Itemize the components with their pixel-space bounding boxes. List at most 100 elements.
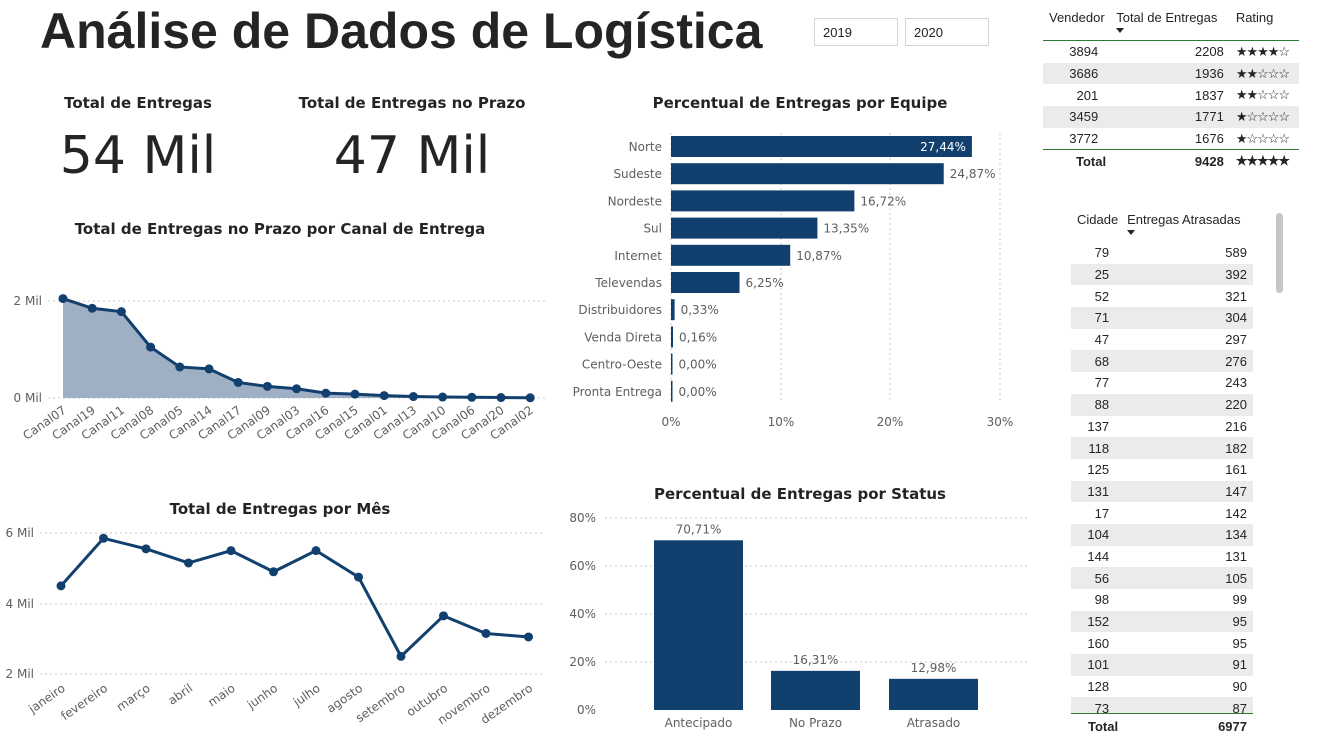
status-bar: [771, 670, 860, 710]
vendedor-table: Vendedor Total de Entregas Rating 3894 2…: [1043, 10, 1299, 173]
equipe-bar: [671, 326, 673, 348]
mes-ytick: 2 Mil: [6, 667, 34, 681]
cidade-row[interactable]: 79 589: [1071, 242, 1253, 264]
equipe-bar: [671, 272, 740, 293]
equipe-bar-chart[interactable]: 0% 10% 20% 30% Norte 27,44% Sudeste 24,87% N…: [570, 128, 1030, 438]
cidade-atrasadas: 182: [1127, 437, 1253, 459]
equipe-category-label: Internet: [614, 249, 662, 263]
col-header-total-entregas[interactable]: Total de Entregas: [1116, 10, 1230, 41]
cidade-row[interactable]: 17 142: [1071, 502, 1253, 524]
vendedor-total: 1771: [1116, 106, 1230, 128]
vendedor-row[interactable]: 3459 1771 ★☆☆☆☆: [1043, 106, 1299, 128]
cidade-row[interactable]: 104 134: [1071, 523, 1253, 546]
card-entregas-prazo-label: Total de Entregas no Prazo: [298, 94, 526, 112]
canal-point: [204, 364, 214, 374]
vendedor-row[interactable]: 3772 1676 ★☆☆☆☆: [1043, 128, 1299, 150]
canal-chart-title: Total de Entregas no Prazo por Canal de …: [74, 220, 486, 238]
equipe-data-label: 24,87%: [950, 167, 996, 181]
cidade-atrasadas: 131: [1225, 548, 1247, 564]
cidade-row[interactable]: 52 321: [1071, 285, 1253, 307]
vendedor-total-value: 9428: [1116, 149, 1230, 173]
year-slicer-2020[interactable]: 2020: [905, 18, 989, 46]
cidade-total-row: Total 6977: [1071, 713, 1253, 741]
cidade-id: 101: [1071, 654, 1128, 676]
cidade-atrasadas: 142: [1225, 505, 1247, 521]
equipe-bar: [671, 217, 818, 239]
cidade-id: 71: [1071, 307, 1128, 329]
equipe-data-label: 0,33%: [681, 303, 719, 317]
col-header-vendedor[interactable]: Vendedor: [1049, 10, 1105, 25]
cidade-row[interactable]: 88 220: [1071, 393, 1253, 416]
card-total-entregas-value: 54 Mil: [59, 126, 217, 186]
cidade-atrasadas: 243: [1225, 375, 1247, 391]
cidade-row[interactable]: 118 182: [1071, 437, 1253, 459]
canal-point: [321, 388, 331, 398]
vendedor-rating: ★☆☆☆☆: [1229, 106, 1299, 128]
cidade-row[interactable]: 125 161: [1071, 459, 1253, 481]
mes-point: [524, 632, 533, 642]
equipe-data-label: 13,35%: [823, 222, 869, 236]
cidade-row[interactable]: 160 95: [1071, 632, 1253, 654]
cidade-atrasadas: 90: [1232, 679, 1247, 695]
equipe-bar: [671, 190, 855, 212]
cidade-scrollbar[interactable]: [1276, 213, 1283, 293]
vendedor-total: 1837: [1194, 87, 1224, 103]
year-slicer-2019[interactable]: 2019: [814, 18, 898, 46]
cidade-row[interactable]: 68 276: [1071, 350, 1253, 373]
col-header-cidade[interactable]: Cidade: [1077, 212, 1119, 227]
canal-point: [116, 307, 126, 317]
canal-point: [408, 392, 418, 402]
col-header-rating[interactable]: Rating: [1235, 10, 1274, 25]
cidade-id: 47: [1094, 332, 1110, 348]
status-bar-chart[interactable]: 80% 60% 40% 20% 0% 70,71% Antecipado 16,31…: [560, 505, 1035, 740]
col-header-entregas-atrasadas[interactable]: Entregas Atrasadas: [1127, 212, 1253, 242]
cidade-row[interactable]: 56 105: [1071, 567, 1253, 589]
cidade-id: 152: [1071, 610, 1128, 633]
equipe-data-label: 6,25%: [746, 276, 784, 290]
cidade-row[interactable]: 47 297: [1071, 329, 1253, 351]
cidade-row[interactable]: 25 392: [1071, 263, 1253, 286]
cidade-row[interactable]: 131 147: [1071, 480, 1253, 503]
equipe-category-label: Sudeste: [613, 167, 662, 181]
mes-ytick: 6 Mil: [6, 526, 34, 540]
cidade-row[interactable]: 152 95: [1071, 610, 1253, 633]
equipe-category-label: Centro-Oeste: [582, 358, 662, 372]
cidade-row[interactable]: 77 243: [1071, 372, 1253, 394]
mes-point: [99, 533, 108, 543]
cidade-row[interactable]: 144 131: [1071, 546, 1253, 568]
status-ytick: 60%: [569, 559, 596, 573]
equipe-data-label: 0,00%: [679, 358, 717, 372]
cidade-atrasadas: 276: [1127, 350, 1253, 373]
cidade-atrasadas: 392: [1127, 263, 1253, 286]
equipe-data-label: 0,16%: [679, 330, 717, 344]
equipe-category-label: Norte: [629, 140, 662, 154]
vendedor-row[interactable]: 201 1837 ★★☆☆☆: [1043, 84, 1299, 106]
equipe-bar: [671, 380, 673, 402]
mes-xtick: maio: [205, 681, 237, 710]
cidade-row[interactable]: 98 99: [1071, 589, 1253, 611]
vendedor-row[interactable]: 3686 1936 ★★☆☆☆: [1043, 62, 1299, 85]
canal-area-chart[interactable]: 2 Mil 0 Mil Canal07Canal19Canal11Canal08…: [0, 270, 560, 470]
equipe-data-label: 27,44%: [920, 140, 966, 154]
status-category-label: No Prazo: [789, 716, 842, 730]
cidade-atrasadas: 304: [1127, 307, 1253, 329]
cidade-atrasadas: 220: [1127, 393, 1253, 416]
cidade-table[interactable]: Cidade Entregas Atrasadas 79 589 25 392 52…: [1071, 212, 1253, 740]
cidade-id: 128: [1087, 679, 1110, 695]
cidade-row[interactable]: 71 304: [1071, 307, 1253, 329]
mes-chart-title: Total de Entregas por Mês: [169, 500, 391, 518]
canal-point: [146, 342, 156, 352]
vendedor-total: 1936: [1116, 62, 1230, 85]
canal-point: [379, 391, 389, 401]
mes-point: [226, 546, 236, 556]
cidade-row[interactable]: 101 91: [1071, 654, 1253, 676]
vendedor-row[interactable]: 3894 2208 ★★★★☆: [1043, 41, 1299, 63]
cidade-row[interactable]: 137 216: [1071, 416, 1253, 438]
mes-ytick: 4 Mil: [6, 597, 34, 611]
mes-xtick: março: [114, 681, 153, 714]
cidade-id: 88: [1071, 393, 1128, 416]
cidade-total-label: Total: [1088, 719, 1119, 734]
page-title: Análise de Dados de Logística: [40, 3, 763, 59]
cidade-row[interactable]: 128 90: [1071, 676, 1253, 698]
